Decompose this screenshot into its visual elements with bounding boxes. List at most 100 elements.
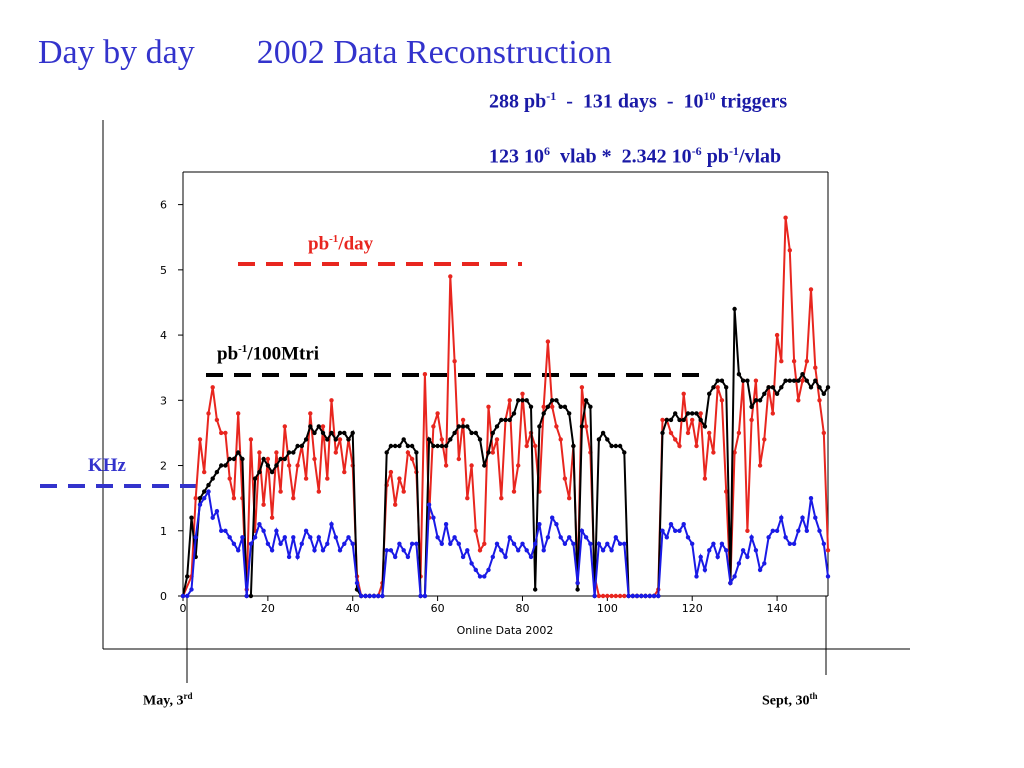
data-point-blue — [486, 567, 491, 573]
data-point-red — [685, 430, 691, 436]
data-point-blue — [261, 528, 266, 533]
data-point-black — [401, 437, 406, 442]
data-point-red — [711, 450, 716, 455]
chart-frame — [40, 120, 910, 683]
data-point-blue — [494, 541, 500, 546]
data-point-blue — [600, 548, 606, 553]
data-point-red — [269, 515, 275, 520]
data-point-blue — [316, 535, 321, 540]
data-point-blue — [724, 548, 729, 553]
data-point-black — [397, 443, 402, 449]
data-point-blue — [808, 496, 814, 501]
data-point-red — [316, 489, 321, 494]
data-point-black — [583, 398, 589, 403]
data-point-black — [791, 378, 797, 383]
data-point-blue — [774, 528, 780, 533]
data-point-blue — [189, 587, 194, 592]
data-point-black — [800, 372, 805, 377]
data-point-blue — [639, 593, 644, 599]
data-point-blue — [766, 535, 771, 540]
data-point-blue — [817, 528, 822, 533]
stats1-c: triggers — [715, 90, 788, 113]
data-point-black — [579, 424, 585, 429]
data-point-red — [223, 430, 228, 436]
data-point-red — [473, 528, 478, 533]
data-point-red — [673, 437, 678, 442]
data-point-blue — [800, 515, 805, 520]
data-point-black — [533, 587, 538, 592]
data-point-blue — [668, 522, 674, 527]
data-point-black — [681, 417, 686, 423]
data-point-black — [613, 443, 618, 449]
data-point-blue — [592, 593, 597, 599]
data-point-black — [236, 450, 241, 455]
data-point-blue — [354, 580, 360, 586]
y-tick-label: 3 — [160, 394, 167, 407]
data-point-blue — [770, 528, 775, 533]
data-point-blue — [533, 541, 538, 546]
data-point-black — [405, 443, 411, 449]
data-point-red — [533, 443, 538, 449]
data-point-black — [499, 417, 504, 423]
data-point-black — [825, 385, 831, 390]
data-point-red — [516, 463, 521, 468]
data-point-black — [490, 430, 495, 436]
data-point-red — [295, 463, 300, 468]
data-point-black — [770, 385, 775, 390]
data-point-black — [575, 587, 580, 592]
data-point-blue — [422, 593, 428, 599]
data-point-red — [494, 437, 500, 442]
data-point-red — [787, 248, 792, 253]
data-point-black — [554, 398, 559, 403]
data-point-blue — [690, 541, 695, 546]
data-point-red — [282, 424, 287, 429]
data-point-blue — [393, 554, 398, 560]
date-start-sup: rd — [183, 691, 193, 701]
chart-series — [180, 215, 831, 599]
data-point-blue — [257, 522, 262, 527]
data-point-blue — [460, 554, 466, 560]
data-point-red — [617, 593, 623, 599]
data-point-blue — [630, 593, 635, 599]
data-point-blue — [596, 541, 602, 546]
data-point-red — [397, 476, 402, 481]
stats2-a: 123 10 — [489, 145, 544, 168]
data-point-black — [486, 450, 491, 455]
data-point-blue — [537, 522, 542, 527]
data-point-black — [507, 417, 512, 423]
data-point-blue — [308, 535, 313, 540]
data-point-black — [269, 469, 275, 475]
data-point-blue — [622, 541, 627, 546]
data-point-black — [571, 443, 576, 449]
data-point-black — [482, 463, 487, 468]
x-tick-label: 60 — [431, 602, 445, 615]
data-point-red — [507, 398, 512, 403]
data-point-black — [210, 476, 215, 481]
data-point-blue — [214, 509, 220, 514]
data-point-red — [448, 274, 453, 279]
data-point-red — [274, 450, 279, 455]
data-point-blue — [562, 541, 568, 546]
data-point-blue — [312, 548, 317, 553]
data-point-red — [431, 424, 436, 429]
data-point-black — [766, 385, 771, 390]
data-point-black — [295, 443, 300, 449]
data-point-blue — [265, 541, 271, 546]
data-point-black — [762, 391, 767, 396]
date-end-sup: th — [809, 691, 818, 701]
data-point-blue — [524, 548, 529, 553]
data-point-blue — [617, 541, 623, 546]
data-point-blue — [185, 593, 190, 599]
data-point-black — [685, 411, 691, 416]
data-point-red — [579, 385, 585, 390]
data-point-blue — [448, 541, 453, 546]
data-point-red — [401, 489, 406, 494]
pb-100mtri-rest: /100Mtri — [247, 343, 320, 365]
data-point-red — [660, 417, 665, 423]
data-point-black — [550, 398, 555, 403]
data-point-blue — [762, 561, 767, 566]
data-point-blue — [613, 535, 618, 540]
data-point-blue — [405, 554, 411, 560]
